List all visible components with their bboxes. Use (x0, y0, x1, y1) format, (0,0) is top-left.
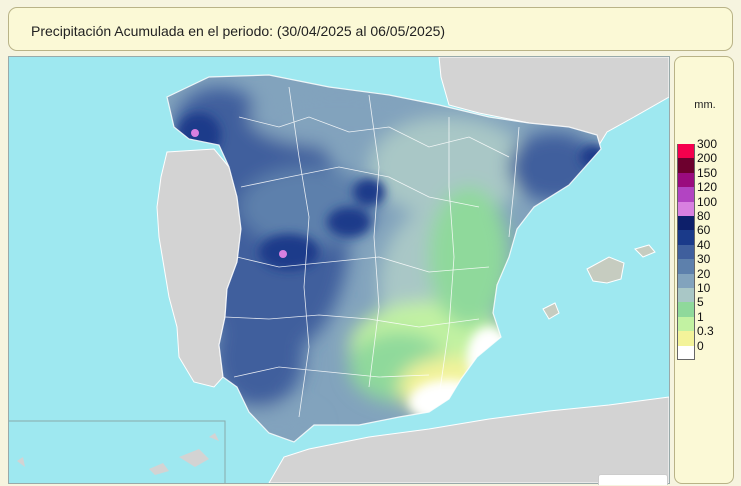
legend-row-5: 5 (675, 295, 735, 317)
legend-label: 80 (697, 209, 711, 223)
legend-label: 20 (697, 266, 711, 281)
legend-swatch (677, 288, 695, 303)
province-borders (166, 74, 602, 443)
aemet-logo (598, 474, 668, 485)
legend-swatch (677, 331, 695, 346)
legend-row-0: 0 (675, 339, 735, 360)
legend-row-80: 80 (675, 209, 735, 231)
legend-label: 100 (697, 194, 718, 209)
legend-row-300: 300 (675, 137, 735, 159)
legend-label: 0.3 (697, 324, 714, 339)
legend-label: 200 (697, 151, 718, 166)
legend-swatch (677, 144, 695, 159)
legend-label: 150 (697, 165, 718, 180)
africa-land (268, 396, 669, 483)
menorca-island (634, 244, 656, 258)
legend-label: 0 (697, 338, 704, 353)
legend-swatch (677, 172, 695, 188)
legend-swatch (677, 345, 695, 360)
legend-label: 1 (697, 309, 704, 324)
canary-islands (17, 433, 219, 475)
legend-row-120: 120 (675, 180, 735, 202)
legend-swatch (677, 302, 695, 317)
map-title: Precipitación Acumulada en el periodo: (… (31, 23, 446, 39)
legend-swatch (677, 216, 695, 231)
legend-row-30: 30 (675, 252, 735, 274)
legend-row-1: 1 (675, 310, 735, 332)
legend: mm. 300 200 150 120 100 80 60 40 30 20 (674, 56, 734, 484)
legend-row-20: 20 (675, 267, 735, 288)
canary-inset (9, 420, 226, 483)
legend-swatch (677, 316, 695, 332)
legend-swatch (677, 158, 695, 173)
legend-unit: mm. (694, 99, 716, 111)
legend-row-100: 100 (675, 195, 735, 216)
legend-swatch (677, 259, 695, 274)
legend-label: 30 (697, 252, 711, 267)
legend-label: 60 (697, 223, 711, 238)
legend-swatch (677, 230, 695, 245)
legend-row-0-3: 0.3 (675, 324, 735, 346)
surrounding-land (9, 57, 669, 483)
legend-swatch (677, 244, 695, 260)
legend-label: 300 (697, 137, 718, 151)
legend-row-200: 200 (675, 151, 735, 173)
legend-swatch (677, 201, 695, 216)
title-box: Precipitación Acumulada en el periodo: (… (8, 7, 733, 51)
map-svg (9, 57, 669, 483)
legend-label: 40 (697, 237, 711, 252)
legend-row-10: 10 (675, 281, 735, 303)
ibiza-island (542, 302, 560, 320)
legend-swatch (677, 187, 695, 202)
legend-row-40: 40 (675, 238, 735, 260)
legend-label: 120 (697, 180, 718, 195)
legend-label: 10 (697, 281, 711, 295)
legend-label: 5 (697, 295, 704, 310)
legend-row-60: 60 (675, 223, 735, 245)
legend-swatch (677, 273, 695, 288)
legend-row-150: 150 (675, 166, 735, 188)
mallorca-island (586, 256, 625, 284)
precipitation-map (8, 56, 670, 484)
